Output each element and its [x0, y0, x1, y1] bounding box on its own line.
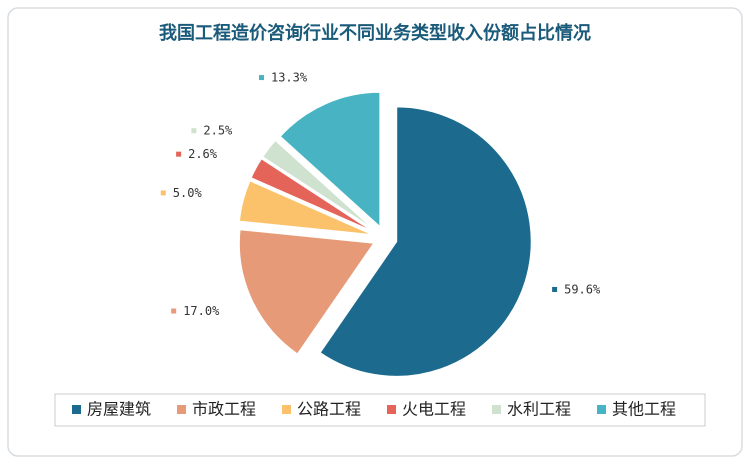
legend-label: 房屋建筑: [87, 400, 151, 419]
label-marker: [191, 128, 197, 134]
pie-slice: [318, 105, 533, 378]
data-label: 13.3%: [271, 71, 308, 85]
legend-label: 火电工程: [402, 400, 466, 419]
data-label: 2.5%: [203, 124, 233, 138]
legend-label: 其他工程: [612, 400, 676, 419]
data-label: 2.6%: [188, 147, 218, 161]
label-marker: [176, 151, 182, 157]
pie-slice: [238, 179, 374, 236]
label-marker: [171, 308, 177, 314]
legend-marker: [72, 405, 81, 414]
legend-marker: [282, 405, 291, 414]
data-label: 59.6%: [564, 282, 601, 296]
legend-marker: [177, 405, 186, 414]
chart-title: 我国工程造价咨询行业不同业务类型收入份额占比情况: [159, 22, 591, 44]
pie-slice: [238, 228, 376, 356]
data-label: 17.0%: [183, 304, 220, 318]
legend-marker: [492, 405, 501, 414]
label-marker: [552, 286, 558, 292]
legend-label: 公路工程: [297, 400, 361, 419]
card: [7, 7, 743, 457]
pie-slice: [249, 157, 375, 233]
label-marker: [160, 190, 166, 196]
data-label: 5.0%: [173, 186, 203, 200]
legend-label: 市政工程: [192, 400, 256, 419]
legend-label: 水利工程: [507, 400, 571, 419]
label-marker: [258, 75, 264, 81]
legend-box: [54, 393, 706, 427]
legend-marker: [387, 405, 396, 414]
pie-slice: [261, 139, 376, 232]
legend-marker: [597, 405, 606, 414]
pie-slice: [278, 91, 381, 229]
